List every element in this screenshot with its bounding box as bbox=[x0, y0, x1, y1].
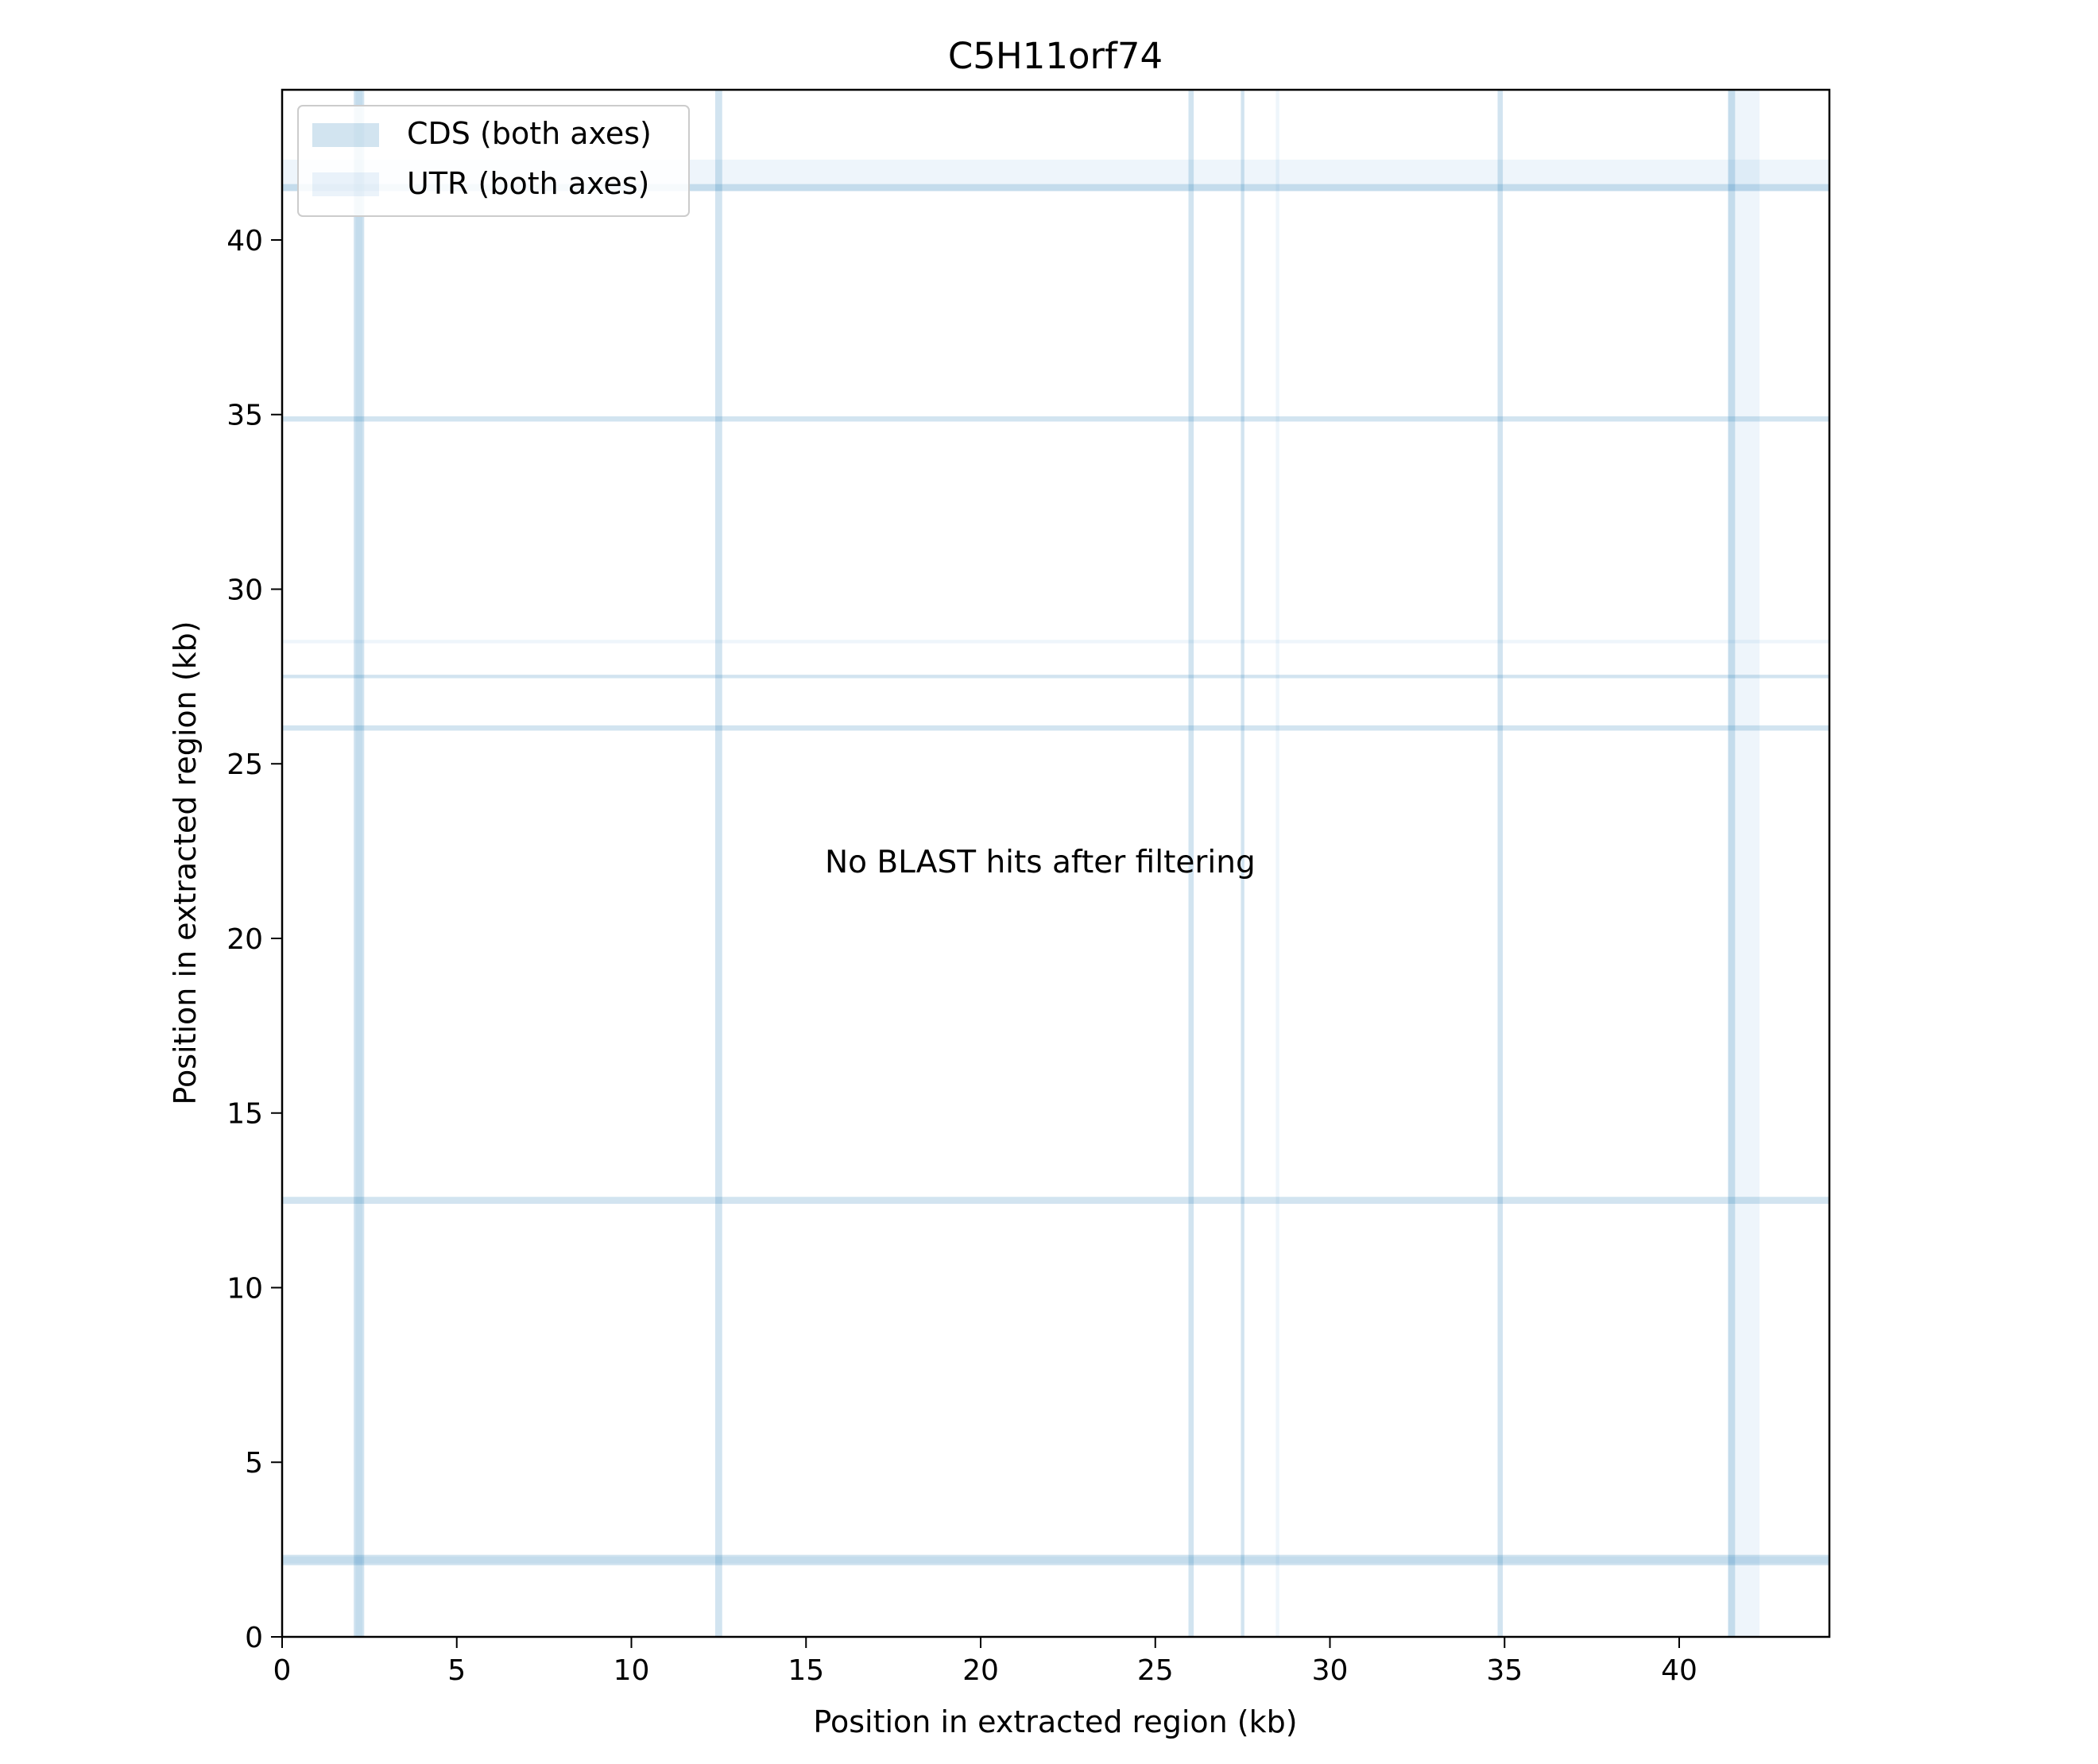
utr-band-vertical-2 bbox=[1728, 90, 1760, 1637]
x-tick-label: 25 bbox=[1137, 1654, 1174, 1687]
legend-swatch-utr bbox=[312, 172, 379, 196]
x-tick-label: 20 bbox=[962, 1654, 999, 1687]
cds-band-horizontal-5 bbox=[282, 184, 1829, 191]
y-tick-label: 0 bbox=[245, 1622, 263, 1654]
y-tick-label: 15 bbox=[226, 1098, 263, 1131]
legend-label-utr: UTR (both axes) bbox=[407, 166, 649, 201]
x-tick-label: 10 bbox=[614, 1654, 650, 1687]
x-tick-label: 5 bbox=[447, 1654, 466, 1687]
utr-band-vertical-0 bbox=[355, 90, 363, 1637]
y-tick-label: 40 bbox=[226, 225, 263, 257]
y-tick-label: 20 bbox=[226, 923, 263, 956]
x-tick-label: 30 bbox=[1312, 1654, 1349, 1687]
y-tick-label: 25 bbox=[226, 749, 263, 781]
cds-band-horizontal-0 bbox=[282, 1554, 1829, 1565]
cds-band-horizontal-1 bbox=[282, 1197, 1829, 1205]
x-axis: 0 5 10 15 20 25 30 35 40 bbox=[273, 1637, 1697, 1687]
y-tick-label: 35 bbox=[226, 400, 263, 432]
y-tick-label: 30 bbox=[226, 574, 263, 606]
y-tick-label: 10 bbox=[226, 1272, 263, 1305]
x-axis-title: Position in extracted region (kb) bbox=[813, 1704, 1297, 1739]
plot-area-frame bbox=[281, 88, 1831, 1638]
y-tick-label: 5 bbox=[245, 1447, 263, 1480]
y-axis: 0 5 10 15 20 25 30 35 40 bbox=[226, 225, 282, 1654]
utr-band-horizontal-1 bbox=[282, 640, 1829, 644]
legend-swatch-cds bbox=[312, 123, 379, 147]
no-hits-annotation: No BLAST hits after filtering bbox=[825, 845, 1256, 880]
cds-band-horizontal-4 bbox=[282, 416, 1829, 422]
y-axis-title: Position in extracted region (kb) bbox=[168, 621, 203, 1104]
cds-band-vertical-1 bbox=[714, 90, 722, 1637]
x-tick-label: 15 bbox=[788, 1654, 824, 1687]
cds-band-vertical-2 bbox=[1188, 90, 1194, 1637]
cds-band-vertical-5 bbox=[1728, 90, 1736, 1637]
x-tick-label: 0 bbox=[273, 1654, 292, 1687]
legend-label-cds: CDS (both axes) bbox=[407, 116, 652, 151]
cds-band-vertical-3 bbox=[1241, 90, 1244, 1637]
cds-band-vertical-0 bbox=[354, 90, 365, 1637]
x-tick-label: 35 bbox=[1486, 1654, 1523, 1687]
chart-title: C5H11orf74 bbox=[948, 35, 1163, 77]
cds-band-horizontal-2 bbox=[282, 725, 1829, 731]
x-tick-label: 40 bbox=[1661, 1654, 1697, 1687]
utr-band-horizontal-0 bbox=[282, 1556, 1829, 1564]
legend-box bbox=[297, 105, 690, 217]
cds-band-horizontal-3 bbox=[282, 675, 1829, 679]
legend: CDS (both axes) UTR (both axes) bbox=[297, 105, 690, 217]
cds-band-vertical-4 bbox=[1497, 90, 1504, 1637]
utr-band-vertical-1 bbox=[1275, 90, 1279, 1637]
